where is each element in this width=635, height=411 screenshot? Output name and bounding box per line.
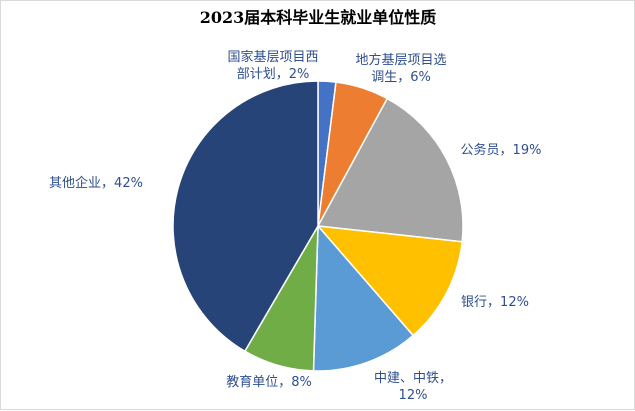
pie-labels: 国家基层项目西部计划，2% 地方基层项目选调生，6% 公务员，19% 银行，12% 中建… xyxy=(49,49,541,403)
pie-label-line: 公务员，19% xyxy=(461,142,542,158)
pie-slice-3 xyxy=(316,225,463,337)
chart-title: 2023届本科毕业生就业单位性质 xyxy=(200,8,437,27)
pie-label-line: 国家基层项目西 xyxy=(227,49,318,65)
pie-label-1: 地方基层项目选调生，6% xyxy=(355,52,446,85)
pie-label-0: 国家基层项目西部计划，2% xyxy=(227,49,318,82)
pie-label-line: 调生，6% xyxy=(371,70,431,85)
pie-label-3: 银行，12% xyxy=(461,295,529,310)
pie-label-4: 中建、中铁， 12% xyxy=(374,371,452,403)
pie-label-line: 地方基层项目选 xyxy=(355,52,446,68)
pie-label-line: 其他企业，42% xyxy=(49,175,143,191)
pie-label-6: 其他企业，42% xyxy=(49,175,143,191)
pie-label-line: 12% xyxy=(399,388,428,403)
pie-label-line: 部计划，2% xyxy=(237,67,310,82)
pie-label-line: 教育单位，8% xyxy=(226,374,312,390)
pie-label-line: 中建、中铁， xyxy=(374,371,452,386)
pie-label-5: 教育单位，8% xyxy=(226,374,312,390)
pie-label-line: 银行，12% xyxy=(461,295,529,310)
pie-slice-4 xyxy=(312,224,415,372)
pie-slice-6 xyxy=(172,80,319,353)
pie-slices xyxy=(172,80,464,372)
pie-slice-2 xyxy=(316,97,464,243)
pie-label-2: 公务员，19% xyxy=(461,142,542,158)
